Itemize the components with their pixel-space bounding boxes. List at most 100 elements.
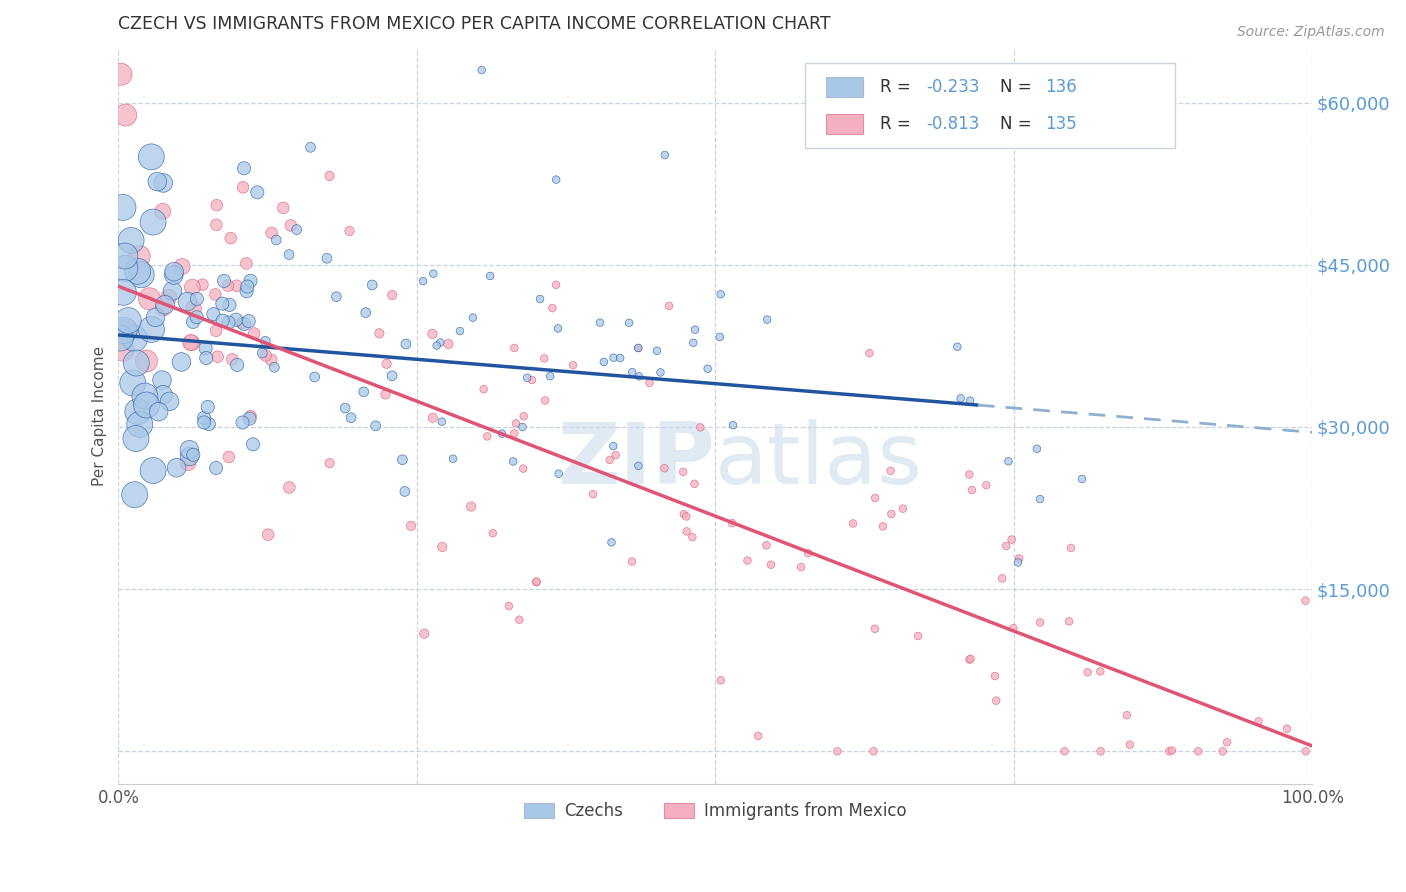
Point xyxy=(602,439,624,453)
Point xyxy=(114,108,136,122)
Point xyxy=(280,219,302,233)
Text: CZECH VS IMMIGRANTS FROM MEXICO PER CAPITA INCOME CORRELATION CHART: CZECH VS IMMIGRANTS FROM MEXICO PER CAPI… xyxy=(118,15,831,33)
Point xyxy=(117,313,139,327)
Point xyxy=(318,169,340,183)
Point xyxy=(318,456,340,470)
Point xyxy=(239,274,262,288)
Point xyxy=(959,652,981,666)
Point xyxy=(432,540,454,554)
Point xyxy=(207,350,229,364)
Point xyxy=(426,338,449,352)
Point xyxy=(526,574,548,589)
Point xyxy=(163,265,186,279)
Point xyxy=(180,335,202,350)
Point xyxy=(449,324,471,338)
Point xyxy=(959,393,981,408)
Point xyxy=(512,461,534,475)
Point xyxy=(141,150,163,164)
Point xyxy=(339,224,361,238)
Point xyxy=(1294,593,1316,607)
Point xyxy=(498,599,520,614)
Point xyxy=(907,629,929,643)
Point xyxy=(238,411,260,425)
Point xyxy=(696,361,718,376)
Point xyxy=(863,491,886,505)
Point xyxy=(142,463,165,477)
Point xyxy=(891,501,914,516)
Point xyxy=(984,669,1007,683)
Point xyxy=(512,420,534,434)
Point xyxy=(121,376,143,390)
Point xyxy=(461,310,484,325)
Text: N =: N = xyxy=(1000,78,1036,95)
Point xyxy=(1060,541,1083,555)
Point xyxy=(205,198,228,212)
Point xyxy=(599,453,621,467)
Point xyxy=(491,426,513,441)
FancyBboxPatch shape xyxy=(827,77,863,96)
Point xyxy=(1029,615,1052,630)
Point xyxy=(135,398,157,412)
Point xyxy=(991,571,1014,585)
Point xyxy=(172,260,194,274)
Point xyxy=(827,744,849,758)
Point xyxy=(205,324,228,338)
Point xyxy=(218,450,240,464)
Point xyxy=(737,553,759,567)
Point xyxy=(547,467,569,481)
Point xyxy=(235,256,257,270)
Point xyxy=(602,351,624,365)
Point xyxy=(238,314,260,328)
FancyBboxPatch shape xyxy=(827,114,863,134)
Point xyxy=(333,401,356,416)
Point xyxy=(502,454,524,468)
Text: -0.233: -0.233 xyxy=(927,78,980,95)
FancyBboxPatch shape xyxy=(804,63,1175,148)
Point xyxy=(422,267,444,281)
Point xyxy=(672,465,695,479)
Point xyxy=(395,337,418,351)
Point xyxy=(162,284,184,298)
Point xyxy=(609,351,631,365)
Point xyxy=(128,249,150,263)
Point xyxy=(204,287,226,301)
Point xyxy=(150,373,173,387)
Point xyxy=(152,176,174,190)
Point xyxy=(605,448,627,462)
Point xyxy=(183,301,205,316)
Point xyxy=(503,426,526,441)
Point xyxy=(211,313,233,327)
Point xyxy=(654,148,676,162)
Point xyxy=(141,322,163,336)
Point xyxy=(842,516,865,531)
Point xyxy=(710,673,733,688)
Point xyxy=(960,483,983,497)
Point xyxy=(879,464,901,478)
Point xyxy=(1077,665,1099,680)
Point xyxy=(233,317,256,331)
Point xyxy=(582,487,605,501)
Point xyxy=(163,268,186,282)
Point xyxy=(152,301,174,315)
Point xyxy=(413,626,436,640)
Point xyxy=(949,392,972,406)
Point xyxy=(110,331,132,345)
Point xyxy=(617,316,640,330)
Point xyxy=(1216,735,1239,749)
Point xyxy=(756,312,779,326)
Point xyxy=(231,316,253,330)
Point xyxy=(683,323,706,337)
Point xyxy=(562,358,585,372)
Point xyxy=(1090,665,1112,679)
Point xyxy=(181,448,204,462)
Point xyxy=(115,323,138,337)
Text: -0.813: -0.813 xyxy=(927,115,979,133)
Point xyxy=(627,458,650,473)
Point xyxy=(180,335,202,350)
Point xyxy=(683,476,706,491)
Point xyxy=(872,519,894,533)
Point xyxy=(211,296,233,310)
Point xyxy=(112,285,135,300)
Point xyxy=(654,461,676,475)
Point xyxy=(747,729,769,743)
